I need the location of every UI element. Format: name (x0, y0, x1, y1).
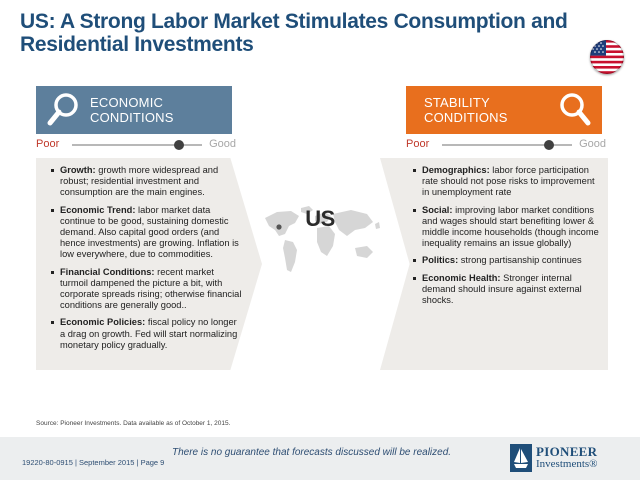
list-item: Social: improving labor market condition… (412, 205, 604, 250)
stability-conditions-list: Demographics: labor force participation … (412, 165, 604, 312)
scale-track (442, 140, 572, 150)
scale-good-label: Good (209, 138, 236, 150)
economic-conditions-header: ECONOMIC CONDITIONS (36, 86, 232, 134)
stability-conditions-header: STABILITY CONDITIONS (406, 86, 602, 134)
page-code: 19220-80-0915 | September 2015 | Page 9 (22, 458, 165, 467)
scale-track (72, 140, 202, 150)
list-item: Economic Policies: fiscal policy no long… (50, 317, 242, 351)
economic-conditions-scale: Poor Good (36, 138, 236, 152)
stability-conditions-scale: Poor Good (406, 138, 606, 152)
footer (0, 437, 640, 480)
scale-poor-label: Poor (406, 138, 430, 150)
scale-good-label: Good (579, 138, 606, 150)
list-item: Economic Health: Stronger internal deman… (412, 273, 604, 307)
stability-conditions-panel (380, 158, 608, 370)
scale-indicator (543, 140, 554, 150)
list-item: Financial Conditions: recent market turm… (50, 267, 242, 312)
disclaimer: There is no guarantee that forecasts dis… (172, 447, 452, 458)
page-title: US: A Strong Labor Market Stimulates Con… (20, 10, 568, 56)
source-note: Source: Pioneer Investments. Data availa… (36, 420, 231, 427)
pioneer-logo: PIONEER Investments® (510, 443, 628, 473)
list-item: Demographics: labor force participation … (412, 165, 604, 199)
list-item: Politics: strong partisanship continues (412, 255, 604, 266)
scale-indicator (173, 140, 184, 150)
list-item: Growth: growth more widespread and robus… (50, 165, 242, 199)
world-map (255, 196, 385, 286)
stability-conditions-title: STABILITY CONDITIONS (424, 95, 508, 125)
center-country-label: US (305, 206, 335, 231)
scale-poor-label: Poor (36, 138, 60, 150)
magnifier-icon (44, 90, 84, 130)
magnifier-icon (554, 90, 594, 130)
logo-subname: Investments® (536, 458, 598, 470)
list-item: Economic Trend: labor market data contin… (50, 205, 242, 261)
economic-conditions-title: ECONOMIC CONDITIONS (90, 95, 174, 125)
ship-logo-icon (510, 444, 532, 472)
us-flag-icon (590, 40, 624, 74)
logo-name: PIONEER (536, 444, 598, 459)
economic-conditions-list: Growth: growth more widespread and robus… (50, 165, 242, 357)
economic-conditions-panel (36, 158, 262, 370)
